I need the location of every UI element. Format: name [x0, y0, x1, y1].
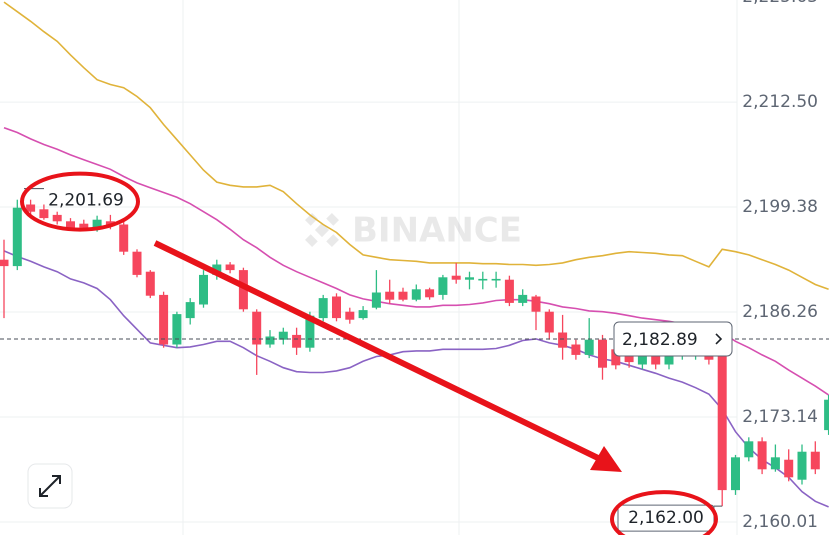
y-tick-label: 2,186.26	[742, 302, 818, 322]
candle-body	[185, 302, 195, 319]
candle-body	[478, 278, 488, 281]
candle-body	[810, 451, 820, 470]
candle-body	[225, 264, 235, 271]
candle-body	[584, 339, 594, 355]
annotation-circle	[20, 171, 140, 232]
annotation-label: 2,162.00	[628, 508, 704, 528]
candle-body	[398, 291, 408, 300]
candle-body	[79, 223, 89, 228]
candle-body	[39, 209, 49, 219]
candle-body	[611, 349, 621, 366]
candle-body	[345, 311, 355, 320]
candle-body	[159, 294, 169, 345]
candle-body	[744, 441, 754, 458]
candle-body	[411, 289, 421, 300]
candle-body	[770, 457, 780, 470]
candle-body	[318, 298, 328, 319]
candle-body	[119, 224, 129, 252]
candle-body	[425, 289, 435, 298]
candle-body	[26, 204, 36, 212]
candle-body	[757, 441, 767, 470]
candle-body	[518, 294, 528, 303]
candle-body	[52, 214, 62, 222]
candle-body	[598, 339, 607, 368]
candle-body	[358, 310, 368, 319]
band-line	[3, 250, 829, 508]
y-tick-label: 2,212.50	[742, 92, 818, 112]
candle-body	[172, 314, 182, 345]
candle-body	[531, 296, 541, 312]
vertical-grid	[182, 0, 738, 535]
y-tick-label: 2,160.01	[742, 512, 818, 532]
candle-body	[332, 296, 341, 319]
candle-body	[145, 271, 155, 296]
annotation-circle	[610, 490, 718, 535]
candle-body	[385, 291, 395, 300]
candle-body	[558, 332, 568, 348]
candle-body	[278, 331, 288, 340]
candle-body	[451, 275, 461, 280]
y-tick-label: 2,173.14	[742, 407, 818, 427]
candle-body	[92, 219, 102, 228]
candle-body	[438, 277, 448, 295]
candle-body	[651, 349, 661, 365]
candle-body	[0, 259, 9, 267]
candle-body	[797, 451, 807, 480]
annotation-label: 2,201.69	[48, 191, 124, 211]
y-tick-label: 2,199.38	[742, 197, 818, 217]
candle-body	[465, 277, 474, 280]
candle-body	[784, 459, 794, 478]
candle-body	[252, 311, 262, 345]
candle-body	[717, 344, 727, 491]
candle-body	[544, 311, 554, 333]
current-price-label: 2,182.89	[622, 330, 698, 350]
candle-body	[571, 344, 581, 355]
candle-body	[66, 221, 75, 228]
candle-body	[292, 334, 302, 348]
candle-body	[12, 207, 22, 267]
trend-arrow	[153, 240, 622, 472]
candle-body	[265, 336, 275, 345]
expand-button[interactable]	[27, 463, 73, 509]
candle-body	[305, 315, 315, 348]
current-price-chevron	[715, 333, 723, 345]
candle-body	[491, 278, 501, 281]
candle-body	[132, 251, 142, 275]
candle-body	[731, 457, 740, 491]
band-line	[3, 1, 829, 291]
watermark-text: BINANCE	[352, 211, 522, 251]
candle-body	[824, 399, 829, 431]
candle-body	[238, 270, 248, 310]
candle-body	[199, 274, 208, 305]
y-tick-label: 2,225.63	[742, 0, 818, 7]
candle-body	[624, 354, 634, 363]
watermark: BINANCE	[305, 211, 522, 251]
current-price-box	[613, 321, 733, 357]
candle-body	[504, 279, 514, 303]
candle-body	[371, 292, 381, 308]
